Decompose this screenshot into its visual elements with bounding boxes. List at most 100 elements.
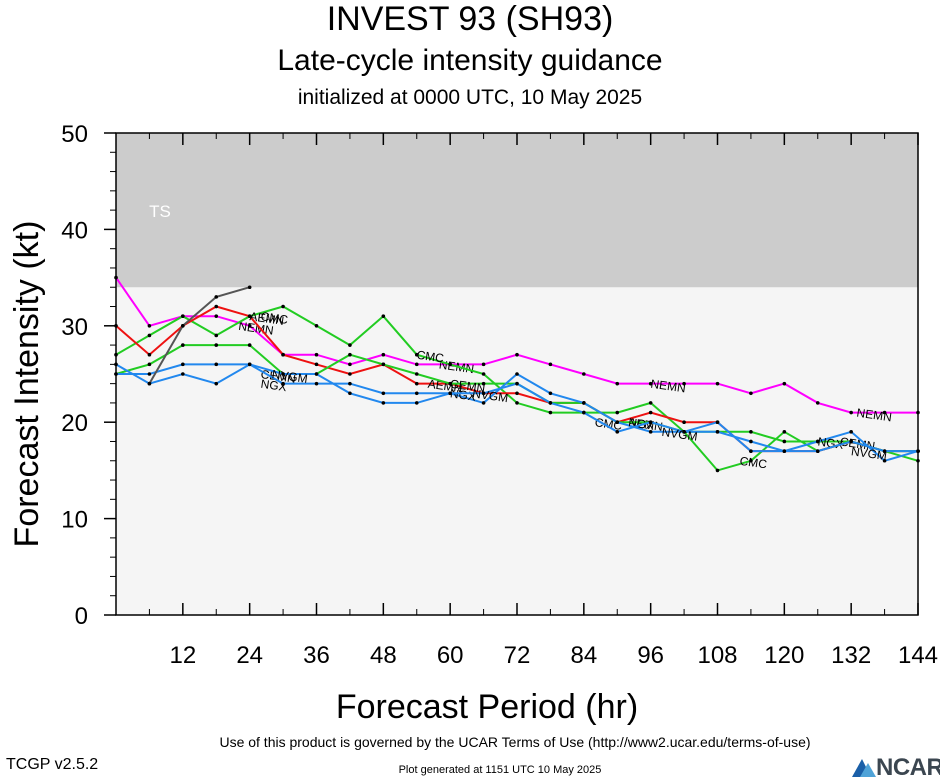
data-point [147, 352, 152, 357]
band-ts [116, 133, 918, 288]
series-label: NGX [817, 435, 845, 452]
data-point [648, 401, 653, 405]
data-point [348, 352, 352, 357]
data-point [314, 362, 319, 367]
data-point [448, 362, 452, 367]
data-point [615, 420, 620, 425]
x-tick-label: 72 [504, 642, 531, 669]
series-label: AEMN [427, 377, 463, 396]
data-point [348, 381, 352, 386]
series-label: CEMN [260, 367, 297, 386]
data-point [882, 410, 887, 415]
data-point [715, 420, 720, 425]
x-tick-label: 96 [637, 642, 664, 669]
series-label: NEMN [856, 406, 893, 425]
series-label: AEMN [249, 309, 285, 328]
data-point [348, 372, 352, 376]
data-point [414, 391, 419, 396]
data-point [214, 343, 219, 347]
data-point [214, 333, 219, 338]
data-point [548, 410, 553, 415]
data-point [782, 439, 787, 444]
data-point [247, 362, 252, 367]
data-point [214, 314, 219, 318]
x-tick-label: 48 [370, 642, 397, 669]
data-point [782, 449, 787, 453]
x-tick-label: 108 [697, 642, 737, 669]
series-label: NVGM [271, 367, 309, 386]
x-tick-label: 144 [898, 642, 938, 669]
x-tick-label: 60 [437, 642, 464, 669]
data-point [348, 391, 352, 396]
series-label: NEMN [650, 377, 687, 396]
data-point [782, 430, 787, 434]
data-point [749, 391, 753, 396]
data-point [749, 430, 753, 434]
data-point [181, 314, 185, 318]
data-point [314, 372, 319, 376]
x-tick-label: 24 [236, 642, 263, 669]
series-label: NVGM [471, 386, 509, 405]
data-point [147, 372, 152, 376]
series-label: CMC [739, 454, 768, 472]
data-point [749, 449, 753, 453]
intensity-chart: TSNEMNNEMNNEMNNEMNCMCCMCCMCCMCAEMNAEMNAE… [8, 121, 938, 726]
data-point [348, 343, 352, 347]
data-point [214, 362, 219, 367]
data-point [247, 285, 252, 290]
data-point [348, 362, 352, 367]
data-point [214, 304, 219, 309]
data-point [515, 381, 519, 386]
plot-generated-note: Plot generated at 1151 UTC 10 May 2025 [398, 764, 602, 776]
data-point [381, 352, 386, 357]
data-point [414, 372, 419, 376]
x-tick-label: 120 [764, 642, 804, 669]
data-point [548, 401, 553, 405]
data-point [181, 343, 185, 347]
data-point [582, 372, 586, 376]
data-point [281, 304, 285, 309]
data-point [682, 420, 686, 425]
data-point [515, 391, 519, 396]
chart-title: INVEST 93 (SH93) [326, 0, 614, 38]
series-label: CMC [594, 415, 623, 433]
data-point [882, 449, 887, 453]
init-time: initialized at 0000 UTC, 10 May 2025 [297, 86, 643, 109]
x-tick-label: 12 [169, 642, 196, 669]
data-point [515, 372, 519, 376]
series-label: NVGM [661, 425, 699, 444]
data-point [147, 324, 152, 328]
data-point [615, 381, 620, 386]
data-point [314, 324, 319, 328]
data-point [849, 410, 853, 415]
data-point [815, 401, 820, 405]
data-point [181, 362, 185, 367]
data-point [481, 391, 486, 396]
data-point [582, 401, 586, 405]
x-tick-label: 132 [831, 642, 871, 669]
data-point [448, 391, 452, 396]
data-point [715, 468, 720, 473]
data-point [414, 352, 419, 357]
series-label: CMC [416, 348, 445, 366]
data-point [147, 362, 152, 367]
data-point [782, 381, 787, 386]
data-point [481, 381, 486, 386]
version-label: TCGP v2.5.2 [6, 756, 99, 773]
series-label: NVGM [850, 444, 888, 463]
band-label: TS [149, 202, 171, 221]
y-tick-label: 50 [61, 121, 88, 148]
data-point [381, 391, 386, 396]
data-point [548, 362, 553, 367]
data-point [515, 352, 519, 357]
ncar-logo: NCAR [852, 754, 940, 781]
data-point [214, 295, 219, 299]
data-point [314, 381, 319, 386]
data-point [849, 439, 853, 444]
data-point [381, 401, 386, 405]
y-axis-label: Forecast Intensity (kt) [8, 221, 46, 548]
data-point [247, 314, 252, 318]
data-point [882, 458, 887, 463]
data-point [648, 381, 653, 386]
data-point [214, 381, 219, 386]
